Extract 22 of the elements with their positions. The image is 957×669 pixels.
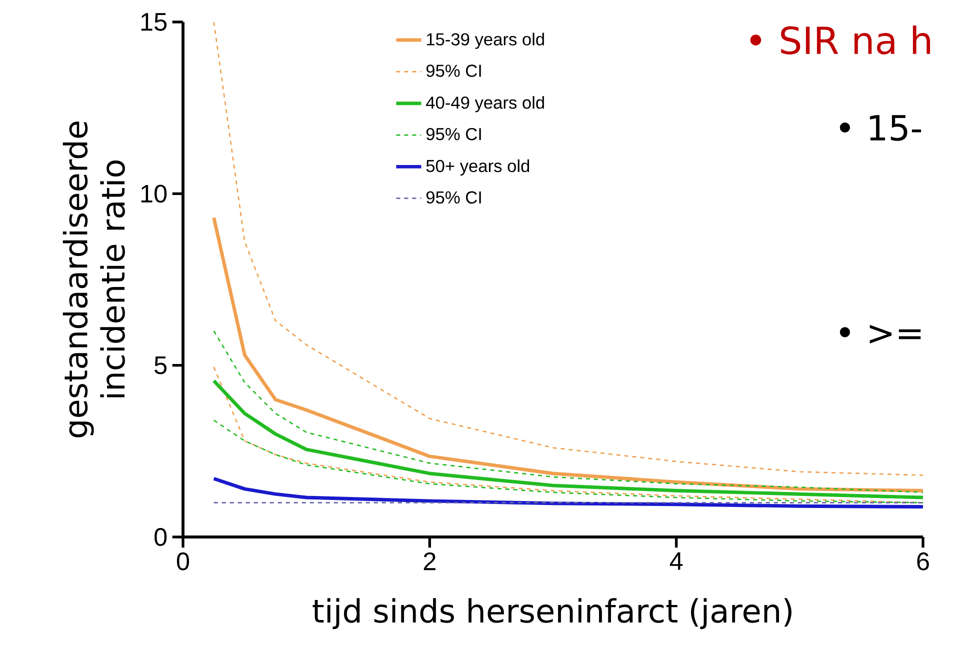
legend-label: 15-39 years old: [426, 32, 544, 49]
x-tick-label: 2: [424, 552, 436, 570]
line-series: [213, 420, 923, 504]
legend-label: 50+ years old: [426, 159, 530, 176]
line-series: [212, 216, 923, 492]
annotation: • >=: [840, 324, 921, 344]
y-axis-title: gestandaardiseerde incidentie ratio: [62, 122, 125, 438]
line-series: [212, 476, 923, 509]
x-tick-label: 6: [917, 552, 929, 570]
legend-label: 95% CI: [426, 64, 481, 77]
x-tick-label: 0: [176, 552, 190, 570]
x-tick-label: 4: [670, 552, 683, 570]
legend-label: 95% CI: [426, 128, 481, 140]
legend-label: 40-49 years old: [426, 96, 544, 112]
legend-label: 95% CI: [426, 191, 481, 204]
y-tick-label: 10: [141, 184, 167, 203]
x-axis-title: tijd sinds herseninfarct (jaren): [312, 598, 792, 630]
y-tick-label: 0: [154, 528, 167, 546]
annotation: • 15-: [840, 115, 922, 141]
annotation: • SIR na h: [750, 26, 930, 54]
y-tick-label: 5: [154, 356, 167, 374]
y-tick-label: 15: [141, 13, 167, 31]
